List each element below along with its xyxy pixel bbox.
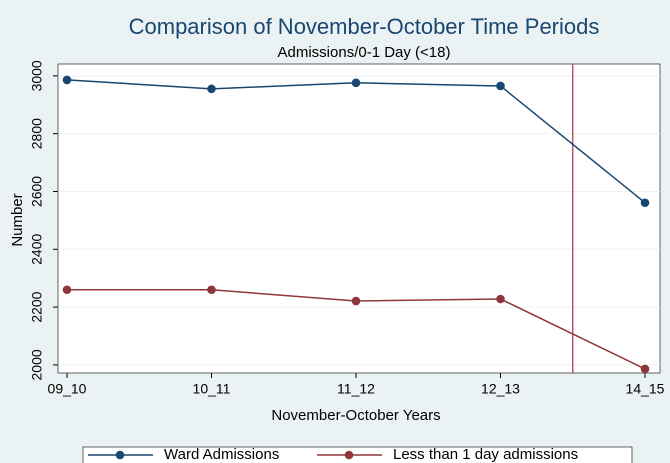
x-axis-title: November-October Years [271,407,440,424]
point [640,364,650,374]
point [62,75,72,85]
point [207,285,216,295]
x-tick-label: 14_15 [626,381,665,397]
y-tick-label: 2600 [29,176,45,207]
legend-marker [115,450,125,460]
y-tick-label: 2000 [29,349,45,380]
legend-marker [344,450,354,460]
x-tick-label: 09_10 [48,381,87,397]
point [351,296,361,306]
x-tick-label: 11_12 [337,381,375,397]
plot-area [57,63,661,374]
chart-title: Comparison of November-October Time Peri… [129,14,600,39]
point [640,198,650,208]
legend-label: Ward Admissions [164,446,279,463]
chart-subtitle: Admissions/0-1 Day (<18) [278,44,451,61]
x-tick-label: 12_13 [481,381,520,397]
y-tick-label: 2800 [29,118,45,149]
y-tick-label: 2400 [29,234,45,265]
legend-label: Less than 1 day admissions [393,446,578,463]
y-tick-label: 3000 [29,60,45,91]
point [496,294,505,304]
point [207,84,216,94]
point [496,81,505,91]
y-tick-label: 2200 [29,291,45,322]
point [62,285,72,295]
point [351,78,361,88]
y-axis-title: Number [9,193,26,246]
x-tick-label: 10_11 [193,381,231,397]
